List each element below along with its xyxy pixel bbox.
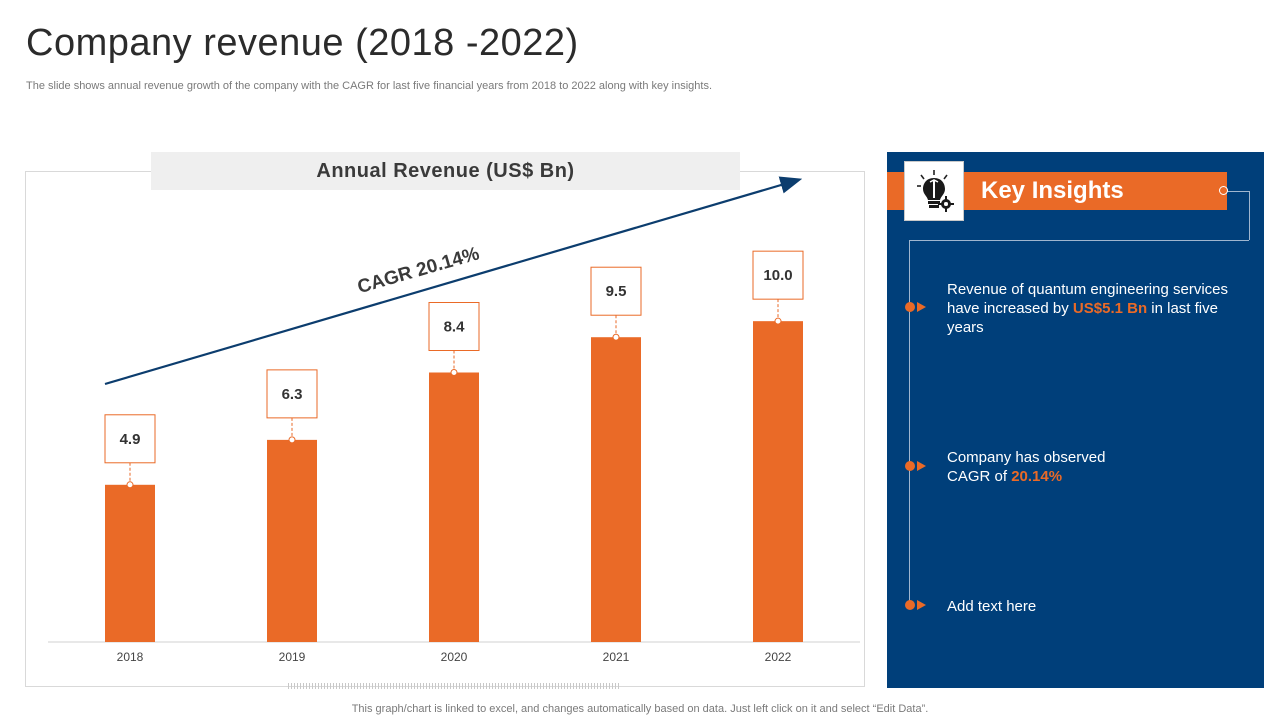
key-insights-heading: Key Insights [981,177,1124,204]
bar [267,439,317,642]
data-label: 8.4 [444,319,466,336]
insight-bullet-icon [905,301,931,313]
lightbulb-gear-icon [904,161,964,221]
data-label-anchor [450,369,458,376]
x-tick-label: 2021 [603,650,630,664]
bar [105,484,155,642]
connector-line [909,240,1249,241]
insight-highlight: 20.14% [1011,468,1063,485]
x-tick-label: 2018 [117,650,144,664]
connector-dot [1219,186,1228,195]
insight-highlight: US$5.1 Bn [1072,300,1148,317]
insight-text: in last five years [947,300,1218,336]
data-label-box [266,369,318,419]
page-title: Company revenue (2018 -2022) [26,22,579,64]
data-label: 9.5 [606,283,627,300]
data-label-anchor [612,333,620,341]
connector-line [1249,191,1250,240]
bar [429,372,479,642]
bar [753,321,803,642]
data-label: 4.9 [120,431,141,448]
data-label: 10.0 [763,267,792,284]
insight-item: Company has observed CAGR of 20.14% [947,448,1147,486]
key-insights-panel [887,152,1264,688]
data-label-anchor [288,436,296,444]
connector-line [1227,191,1249,192]
data-label-box [104,414,156,464]
footer-note: This graph/chart is linked to excel, and… [351,703,929,715]
data-label-anchor [774,317,782,325]
data-label-box [428,302,480,351]
insight-bullet-icon [905,599,931,611]
data-label-box [752,250,804,300]
chart-title: Annual Revenue (US$ Bn) [151,152,740,190]
insight-text: Revenue of quantum engineering services … [947,281,1229,317]
insight-text: Company has observed CAGR of [947,449,1106,485]
bar [591,337,641,642]
page-subtitle: The slide shows annual revenue growth of… [26,80,713,92]
insight-text: Add text here [947,598,1037,615]
data-label-box [590,266,642,316]
insight-item[interactable]: Add text here [947,597,1247,616]
cagr-trend-arrow [104,176,803,386]
data-label: 6.3 [282,386,303,403]
x-tick-label: 2022 [765,650,792,664]
insight-item: Revenue of quantum engineering services … [947,280,1247,337]
data-label-anchor [126,481,134,489]
insight-bullet-icon [905,460,931,472]
insights-timeline [909,240,910,605]
x-tick-label: 2019 [279,650,306,664]
cagr-annotation: CAGR 20.14% [355,243,482,298]
x-tick-label: 2020 [441,650,468,664]
